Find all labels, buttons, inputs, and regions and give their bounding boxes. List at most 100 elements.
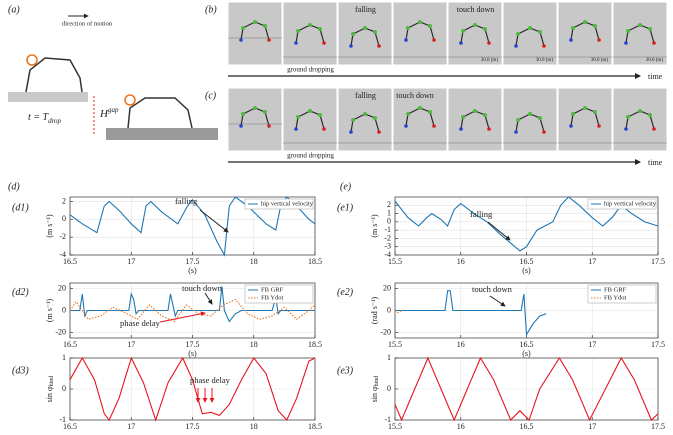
frame xyxy=(282,1,338,66)
panel-label: (d3) xyxy=(12,365,29,376)
joint xyxy=(241,26,245,30)
x-tick-label: 16.5 xyxy=(63,340,77,349)
y-tick-label: -2 xyxy=(384,233,391,242)
x-tick-label: 16.5 xyxy=(520,257,534,266)
series-line xyxy=(394,356,659,422)
frame xyxy=(392,87,448,152)
joint xyxy=(571,112,575,116)
x-tick-label: 17.5 xyxy=(186,257,200,266)
y-axis-label: (m s⁻¹) xyxy=(45,214,54,238)
joint xyxy=(418,106,422,110)
frame xyxy=(447,1,503,66)
scale-label: 30.0 (m) xyxy=(481,58,499,63)
x-tick-label: 16.5 xyxy=(63,422,77,431)
annotation-arrow xyxy=(199,209,229,233)
frame xyxy=(227,1,283,66)
ground xyxy=(8,92,88,102)
foot xyxy=(294,127,298,131)
annotation-arrow xyxy=(204,292,213,305)
gap-sup: gap xyxy=(108,106,119,114)
joint xyxy=(351,118,355,122)
frame xyxy=(282,87,338,152)
y-tick-label: -1 xyxy=(384,225,391,234)
x-tick-label: 16 xyxy=(457,257,465,266)
y-tick-label: -1 xyxy=(384,415,391,424)
joint xyxy=(253,20,257,24)
x-tick-label: 17 xyxy=(588,422,596,431)
legend-label: FB Ydot xyxy=(604,294,627,301)
y-tick-label: -1 xyxy=(59,415,66,424)
y-label: sin φ xyxy=(45,386,54,402)
foot xyxy=(239,38,243,42)
joint xyxy=(253,106,257,110)
foot xyxy=(569,38,573,42)
x-tick-label: 16.5 xyxy=(520,340,534,349)
foot xyxy=(597,38,601,42)
annotation: falling xyxy=(175,196,198,206)
x-tick-label: 16 xyxy=(457,422,465,431)
series-line xyxy=(69,356,316,422)
y-tick-label: 0 xyxy=(387,305,391,314)
y-tick-label: -4 xyxy=(384,250,391,259)
y-tick-label: 20 xyxy=(383,283,391,292)
foot xyxy=(432,38,436,42)
x-tick-label: 18 xyxy=(250,422,258,431)
y-tick-label: 1 xyxy=(62,353,66,362)
y-tick-label: -4 xyxy=(59,250,66,259)
panel-label: (c) xyxy=(205,90,217,101)
time-equation: t = Tdrop xyxy=(28,112,62,124)
legend-label: hip vertical velocity xyxy=(604,200,657,207)
annotation-arrow xyxy=(487,221,511,241)
time-eq: t = T xyxy=(28,112,50,123)
x-axis-label: (s) xyxy=(522,349,531,358)
time-label: time xyxy=(648,72,663,81)
x-tick-label: 16.5 xyxy=(63,257,77,266)
frame xyxy=(337,87,393,152)
joint xyxy=(318,27,322,31)
legend-box xyxy=(244,284,314,304)
series-line xyxy=(394,310,402,314)
x-tick-label: 18.5 xyxy=(308,422,322,431)
joint xyxy=(473,109,477,113)
robot-head xyxy=(124,94,136,106)
joint xyxy=(483,113,487,117)
joint xyxy=(638,23,642,27)
x-tick-label: 18 xyxy=(250,340,258,349)
y-tick-label: 0 xyxy=(387,384,391,393)
panel-label: (a) xyxy=(8,4,20,15)
foot xyxy=(267,38,271,42)
joint xyxy=(571,26,575,30)
joint xyxy=(263,110,267,114)
joint xyxy=(373,30,377,34)
joint xyxy=(428,110,432,114)
y-axis-label: (m s⁻¹) xyxy=(370,214,379,238)
foot xyxy=(349,44,353,48)
x-tick-label: 17.5 xyxy=(186,340,200,349)
x-tick-label: 18 xyxy=(250,257,258,266)
plot-frame xyxy=(69,196,316,256)
annotation: phase delay xyxy=(120,318,161,328)
y-axis-label: (m s⁻¹) xyxy=(45,299,54,323)
y-label: sin φ xyxy=(370,386,379,402)
x-tick-label: 17.5 xyxy=(186,422,200,431)
plot-frame xyxy=(394,357,659,421)
frame xyxy=(392,1,448,66)
foot xyxy=(542,44,546,48)
panel-label: (d1) xyxy=(12,202,29,213)
y-tick-label: 1 xyxy=(387,353,391,362)
x-tick-label: 17 xyxy=(127,340,135,349)
legend-label: FB GRF xyxy=(261,286,284,293)
foot xyxy=(487,127,491,131)
frame xyxy=(227,87,283,152)
schematic: (a) direction of motion t = Tdrop Hgap xyxy=(8,4,218,140)
gap-label: Hgap xyxy=(99,106,119,120)
annotation-arrow xyxy=(159,311,206,323)
foot xyxy=(624,127,628,131)
joint xyxy=(516,32,520,36)
joint xyxy=(626,115,630,119)
joint xyxy=(593,24,597,28)
joint xyxy=(418,20,422,24)
joint xyxy=(461,115,465,119)
panel-label: (e) xyxy=(340,181,352,192)
caption: falling xyxy=(355,91,376,100)
